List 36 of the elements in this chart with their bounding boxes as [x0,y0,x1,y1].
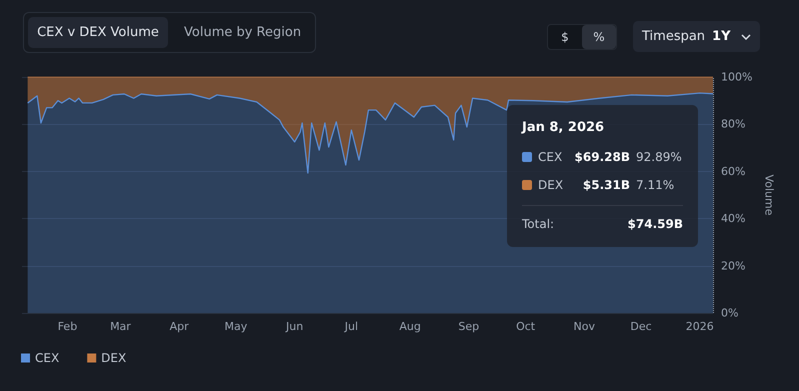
annotation: 7.11% [636,178,674,192]
x-tick-label: Apr [170,320,190,333]
x-tick-label: Sep [458,320,480,333]
y-tick-label: 0% [721,306,738,320]
x-tick-label: Jul [344,320,358,333]
annotation: 92.89% [636,150,682,164]
x-tick-label: 2026 [686,320,714,333]
legend-label: DEX [101,351,126,365]
y-tick-label: 40% [721,212,746,226]
y-tick-label: 100% [721,70,752,84]
legend-label: CEX [35,351,60,365]
x-tick-label: Oct [516,320,536,333]
y-axis-title: Volume [762,174,776,216]
x-tick-label: Jun [285,320,304,333]
text: CEX v DEX Volume [28,17,168,48]
x-tick-label: Dec [630,320,652,333]
y-tick-label: 60% [721,164,746,178]
annotation: $5.31B [582,178,630,192]
x-tick-label: Nov [574,320,596,333]
x-tick-label: Mar [110,320,132,333]
annotation: $69.28B [574,150,630,164]
annotation: DEX [538,178,564,192]
x-tick-label: May [224,320,248,333]
text: Timespan [642,29,706,44]
y-tick-label: 20% [721,259,746,272]
x-tick-label: Aug [399,320,421,333]
text: 1Y [712,29,731,44]
text: $ [560,29,570,46]
annotation: Total: [522,217,554,231]
y-tick-label: 80% [721,118,746,131]
text: % [582,25,616,49]
x-tick-label: Feb [58,320,78,333]
annotation: CEX [538,150,564,164]
annotation: Jan 8, 2026 [522,120,604,135]
text: Volume by Region [184,24,302,42]
annotation: $74.59B [628,217,683,231]
